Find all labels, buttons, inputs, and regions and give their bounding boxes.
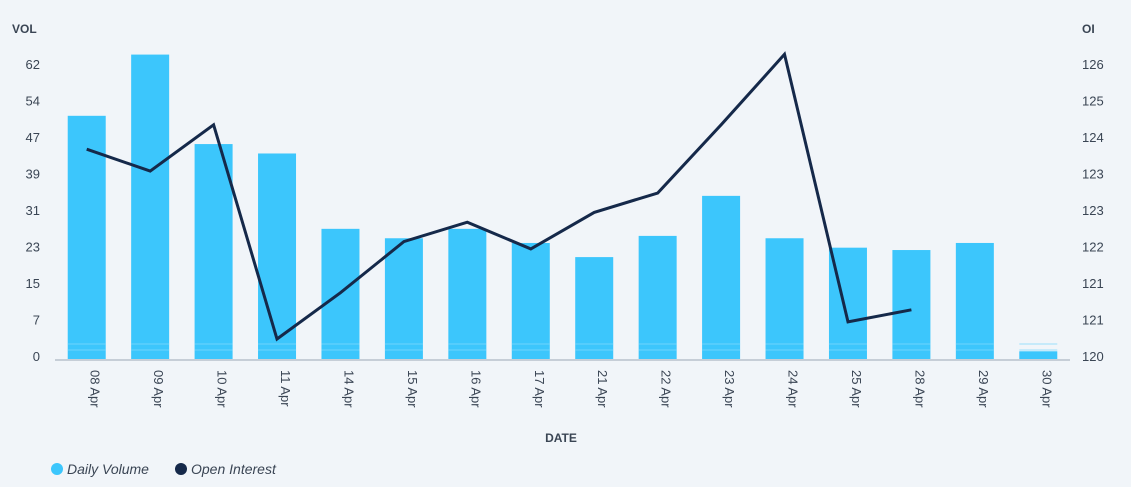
legend-label-open-interest: Open Interest — [191, 461, 277, 477]
volume-bar-group[interactable] — [955, 242, 994, 359]
right-tick-label: 120 — [1082, 349, 1104, 364]
category-label: 29 Apr — [976, 370, 991, 408]
volume-bar — [575, 257, 614, 359]
category-label: 21 Apr — [595, 370, 610, 408]
volume-bar-group[interactable] — [384, 238, 423, 359]
right-tick-label: 121 — [1082, 276, 1104, 291]
category-label: 10 Apr — [215, 370, 230, 408]
category-label: 30 Apr — [1039, 370, 1054, 408]
category-label: 11 Apr — [278, 370, 293, 407]
volume-bar-group[interactable] — [511, 242, 550, 359]
volume-bar-group[interactable] — [575, 257, 614, 359]
category-label: 28 Apr — [912, 370, 927, 408]
volume-bar-group[interactable] — [258, 153, 297, 359]
category-label: 08 Apr — [88, 370, 103, 408]
volume-bar-group[interactable] — [765, 238, 804, 359]
volume-bar-group[interactable] — [67, 115, 106, 359]
right-tick-label: 123 — [1082, 203, 1104, 218]
right-axis-title: OI — [1082, 22, 1095, 36]
category-label: 15 Apr — [405, 370, 420, 408]
category-label: 16 Apr — [468, 370, 483, 408]
left-tick-label: 7 — [33, 313, 40, 328]
legend-item-daily-volume[interactable]: Daily Volume — [51, 461, 149, 477]
volume-bar — [194, 144, 233, 359]
right-tick-label: 122 — [1082, 240, 1104, 255]
open-interest-line[interactable] — [86, 51, 912, 342]
right-axis-ticks: 120 121 121 122 123 123 124 125 126 — [1082, 57, 1104, 364]
volume-bar — [765, 238, 804, 359]
left-tick-label: 62 — [26, 57, 40, 72]
category-labels: 08 Apr 09 Apr 10 Apr 11 Apr 14 Apr 15 Apr 16 A… — [88, 370, 1055, 408]
left-axis-title: VOL — [12, 22, 37, 36]
right-tick-label: 124 — [1082, 130, 1104, 145]
volume-bar — [511, 242, 550, 359]
left-tick-label: 23 — [26, 240, 40, 255]
left-tick-label: 15 — [26, 276, 40, 291]
volume-bars — [67, 54, 1058, 359]
legend-swatch-open-interest — [175, 463, 187, 475]
right-tick-label: 121 — [1082, 313, 1104, 328]
category-label: 22 Apr — [659, 370, 674, 408]
category-label: 23 Apr — [722, 370, 737, 408]
volume-bar — [1019, 351, 1058, 359]
volume-bar-group[interactable] — [638, 235, 677, 359]
volume-bar — [258, 153, 297, 359]
volume-bar-group[interactable] — [702, 195, 741, 359]
volume-bar — [955, 242, 994, 359]
category-label: 09 Apr — [151, 370, 166, 408]
x-axis-title: DATE — [545, 431, 577, 445]
volume-bar — [892, 250, 931, 359]
volume-bar-group[interactable] — [1019, 343, 1058, 359]
left-tick-label: 54 — [26, 94, 40, 109]
volume-bar — [448, 228, 487, 359]
volume-bar-group[interactable] — [131, 54, 170, 359]
right-tick-label: 125 — [1082, 94, 1104, 109]
legend-label-daily-volume: Daily Volume — [67, 461, 149, 477]
left-tick-label: 47 — [26, 130, 40, 145]
legend-item-open-interest[interactable]: Open Interest — [175, 461, 277, 477]
left-tick-label: 0 — [33, 349, 40, 364]
volume-bar — [67, 115, 106, 359]
category-label: 24 Apr — [786, 370, 801, 408]
left-tick-label: 31 — [26, 203, 40, 218]
volume-bar — [638, 235, 677, 359]
volume-bar — [702, 195, 741, 359]
category-label: 17 Apr — [532, 370, 547, 408]
volume-bar-group[interactable] — [194, 144, 233, 359]
category-label: 14 Apr — [341, 370, 356, 408]
volume-bar-group[interactable] — [448, 228, 487, 359]
volume-bar-group[interactable] — [892, 250, 931, 359]
right-tick-label: 123 — [1082, 167, 1104, 182]
legend-swatch-daily-volume — [51, 463, 63, 475]
volume-bar — [384, 238, 423, 359]
open-interest-line-group — [86, 51, 912, 342]
left-tick-label: 39 — [26, 167, 40, 182]
legend: Daily Volume Open Interest — [51, 461, 277, 477]
right-tick-label: 126 — [1082, 57, 1104, 72]
category-label: 25 Apr — [849, 370, 864, 408]
left-axis-ticks: 0 7 15 23 31 39 47 54 62 — [26, 57, 40, 364]
volume-bar — [131, 54, 170, 359]
